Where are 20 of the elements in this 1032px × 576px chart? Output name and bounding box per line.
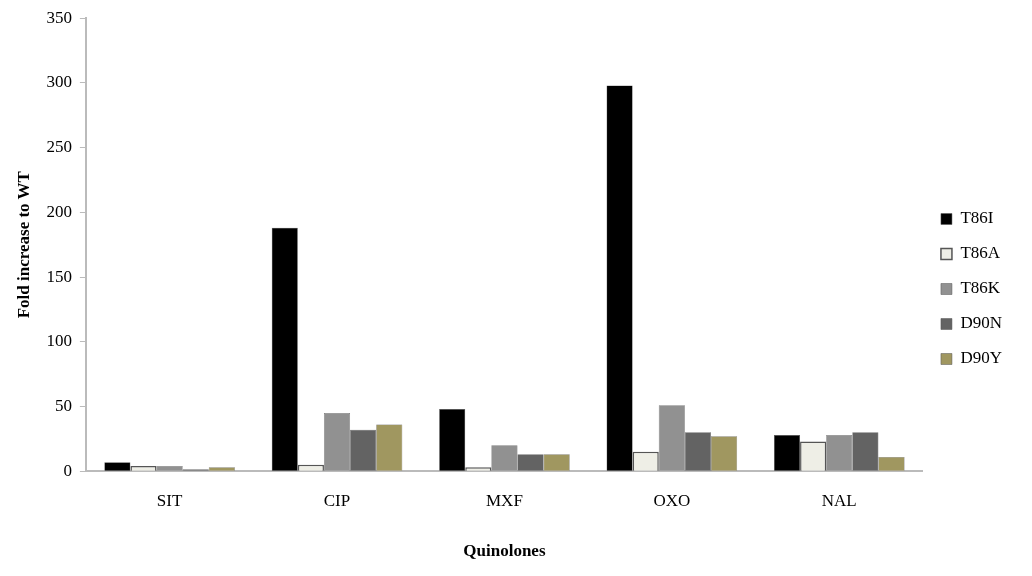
y-tick-label: 150 xyxy=(46,266,72,286)
x-tick-label: CIP xyxy=(323,490,351,510)
y-tick-label: 100 xyxy=(46,331,72,351)
legend-label: T86I xyxy=(960,208,994,228)
x-axis-title: Quinolones xyxy=(463,541,546,561)
legend-label: T86A xyxy=(960,243,1001,263)
x-tick-label: MXF xyxy=(485,490,523,510)
y-tick-label: 200 xyxy=(46,201,72,221)
y-tick-label: 50 xyxy=(54,395,72,415)
legend-label: T86K xyxy=(960,278,1001,298)
y-tick-label: 300 xyxy=(46,72,72,92)
y-axis-title: Fold increase to WT xyxy=(13,170,33,319)
x-tick-label: SIT xyxy=(156,490,183,510)
x-tick-label: OXO xyxy=(653,490,691,510)
y-tick-label: 350 xyxy=(46,7,72,27)
y-tick-label: 0 xyxy=(63,460,72,480)
y-tick-label: 250 xyxy=(46,137,72,157)
x-tick-label: NAL xyxy=(821,490,857,510)
legend-label: D90N xyxy=(960,313,1003,333)
legend-label: D90Y xyxy=(960,348,1003,368)
